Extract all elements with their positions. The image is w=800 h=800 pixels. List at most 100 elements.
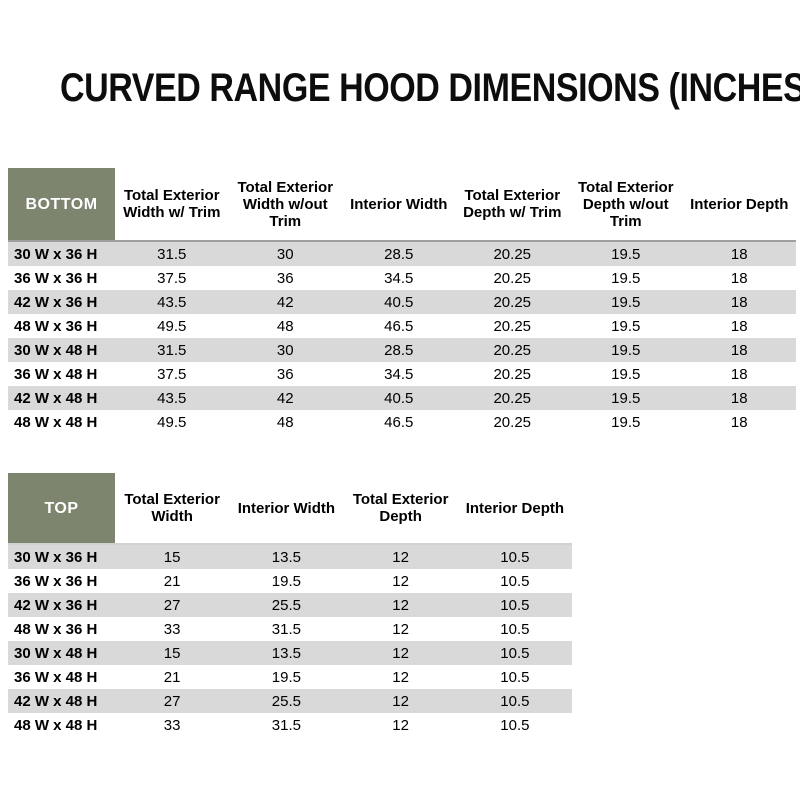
cell-value: 12 xyxy=(392,716,409,734)
table-row: 42 W x 36 H 43.5 42 40.5 20.25 19.5 18 xyxy=(8,290,796,314)
cell-value: 48 xyxy=(276,317,294,335)
cell-value: 18 xyxy=(730,365,748,383)
cell-value: 30 xyxy=(276,245,294,263)
cell-value: 25.5 xyxy=(271,596,301,614)
cell-value: 21 xyxy=(163,668,181,686)
cell-value: 10.5 xyxy=(500,644,530,662)
table-row: 30 W x 48 H 15 13.5 12 10.5 xyxy=(8,641,572,665)
cell-value: 19.5 xyxy=(611,413,641,431)
cell-value: 19.5 xyxy=(271,668,301,686)
cell-value: 13.5 xyxy=(271,548,301,566)
cell-value: 18 xyxy=(730,317,748,335)
table-row: 30 W x 48 H 31.5 30 28.5 20.25 19.5 18 xyxy=(8,338,796,362)
cell-value: 10.5 xyxy=(500,668,530,686)
header-row: BOTTOM Total Exterior Width w/ Trim Total … xyxy=(8,168,796,242)
cell-value: 19.5 xyxy=(611,341,641,359)
column-header: Interior Width xyxy=(342,168,456,242)
cell-value: 36 xyxy=(276,269,294,287)
row-label: 42 W x 36 H xyxy=(14,293,98,311)
row-label: 48 W x 48 H xyxy=(14,716,98,734)
cell-value: 18 xyxy=(730,389,748,407)
cell-value: 18 xyxy=(730,341,748,359)
table-corner-label: BOTTOM xyxy=(8,168,115,242)
cell-value: 10.5 xyxy=(500,692,530,710)
top-dimensions-table: TOP Total Exterior Width Interior Width Tot… xyxy=(8,473,572,737)
bottom-dimensions-table: BOTTOM Total Exterior Width w/ Trim Total … xyxy=(8,168,796,434)
table-row: 48 W x 36 H 49.5 48 46.5 20.25 19.5 18 xyxy=(8,314,796,338)
cell-value: 21 xyxy=(163,572,181,590)
cell-value: 27 xyxy=(163,596,181,614)
cell-value: 25.5 xyxy=(271,692,301,710)
cell-value: 10.5 xyxy=(500,596,530,614)
row-label: 36 W x 48 H xyxy=(14,668,98,686)
cell-value: 46.5 xyxy=(384,413,414,431)
row-label: 48 W x 48 H xyxy=(14,413,98,431)
row-label: 36 W x 48 H xyxy=(14,365,98,383)
cell-value: 27 xyxy=(163,692,181,710)
table-row: 36 W x 36 H 21 19.5 12 10.5 xyxy=(8,569,572,593)
cell-value: 13.5 xyxy=(271,644,301,662)
cell-value: 37.5 xyxy=(157,365,187,383)
table-row: 42 W x 48 H 27 25.5 12 10.5 xyxy=(8,689,572,713)
row-label: 48 W x 36 H xyxy=(14,317,98,335)
column-header: Total Exterior Depth w/ Trim xyxy=(455,168,569,242)
row-label: 36 W x 36 H xyxy=(14,572,98,590)
table-row: 42 W x 36 H 27 25.5 12 10.5 xyxy=(8,593,572,617)
cell-value: 19.5 xyxy=(611,317,641,335)
cell-value: 36 xyxy=(276,365,294,383)
cell-value: 43.5 xyxy=(157,389,187,407)
row-label: 30 W x 36 H xyxy=(14,548,98,566)
cell-value: 12 xyxy=(392,644,409,662)
header-row: TOP Total Exterior Width Interior Width Tot… xyxy=(8,473,572,545)
cell-value: 28.5 xyxy=(384,245,414,263)
cell-value: 48 xyxy=(276,413,294,431)
cell-value: 10.5 xyxy=(500,548,530,566)
cell-value: 28.5 xyxy=(384,341,414,359)
cell-value: 20.25 xyxy=(493,365,532,383)
table-row: 48 W x 48 H 33 31.5 12 10.5 xyxy=(8,713,572,737)
cell-value: 33 xyxy=(163,620,181,638)
table-row: 48 W x 48 H 49.5 48 46.5 20.25 19.5 18 xyxy=(8,410,796,434)
cell-value: 12 xyxy=(392,668,409,686)
cell-value: 20.25 xyxy=(493,269,532,287)
cell-value: 30 xyxy=(276,341,294,359)
cell-value: 42 xyxy=(276,293,294,311)
cell-value: 34.5 xyxy=(384,365,414,383)
column-header: Interior Depth xyxy=(682,168,796,242)
cell-value: 10.5 xyxy=(500,572,530,590)
column-header: Total Exterior Width xyxy=(115,473,230,545)
cell-value: 18 xyxy=(730,293,748,311)
cell-value: 31.5 xyxy=(157,341,187,359)
table-corner-label: TOP xyxy=(8,473,115,545)
row-label: 42 W x 48 H xyxy=(14,692,98,710)
cell-value: 18 xyxy=(730,269,748,287)
column-header: Interior Depth xyxy=(457,473,572,545)
table-row: 36 W x 48 H 37.5 36 34.5 20.25 19.5 18 xyxy=(8,362,796,386)
cell-value: 12 xyxy=(392,548,409,566)
cell-value: 12 xyxy=(392,692,409,710)
cell-value: 19.5 xyxy=(611,293,641,311)
cell-value: 10.5 xyxy=(500,716,530,734)
row-label: 48 W x 36 H xyxy=(14,620,98,638)
cell-value: 34.5 xyxy=(384,269,414,287)
cell-value: 19.5 xyxy=(271,572,301,590)
row-label: 42 W x 48 H xyxy=(14,389,98,407)
row-label: 30 W x 48 H xyxy=(14,644,98,662)
cell-value: 20.25 xyxy=(493,341,532,359)
cell-value: 31.5 xyxy=(157,245,187,263)
page-title: CURVED RANGE HOOD DIMENSIONS (INCHES) xyxy=(60,66,800,110)
row-label: 30 W x 48 H xyxy=(14,341,98,359)
cell-value: 12 xyxy=(392,572,409,590)
cell-value: 37.5 xyxy=(157,269,187,287)
cell-value: 46.5 xyxy=(384,317,414,335)
cell-value: 19.5 xyxy=(611,389,641,407)
cell-value: 40.5 xyxy=(384,389,414,407)
table-row: 30 W x 36 H 31.5 30 28.5 20.25 19.5 18 xyxy=(8,241,796,266)
cell-value: 19.5 xyxy=(611,269,641,287)
cell-value: 31.5 xyxy=(271,716,301,734)
row-label: 42 W x 36 H xyxy=(14,596,98,614)
column-header: Total Exterior Depth xyxy=(343,473,458,545)
cell-value: 43.5 xyxy=(157,293,187,311)
table-row: 36 W x 36 H 37.5 36 34.5 20.25 19.5 18 xyxy=(8,266,796,290)
